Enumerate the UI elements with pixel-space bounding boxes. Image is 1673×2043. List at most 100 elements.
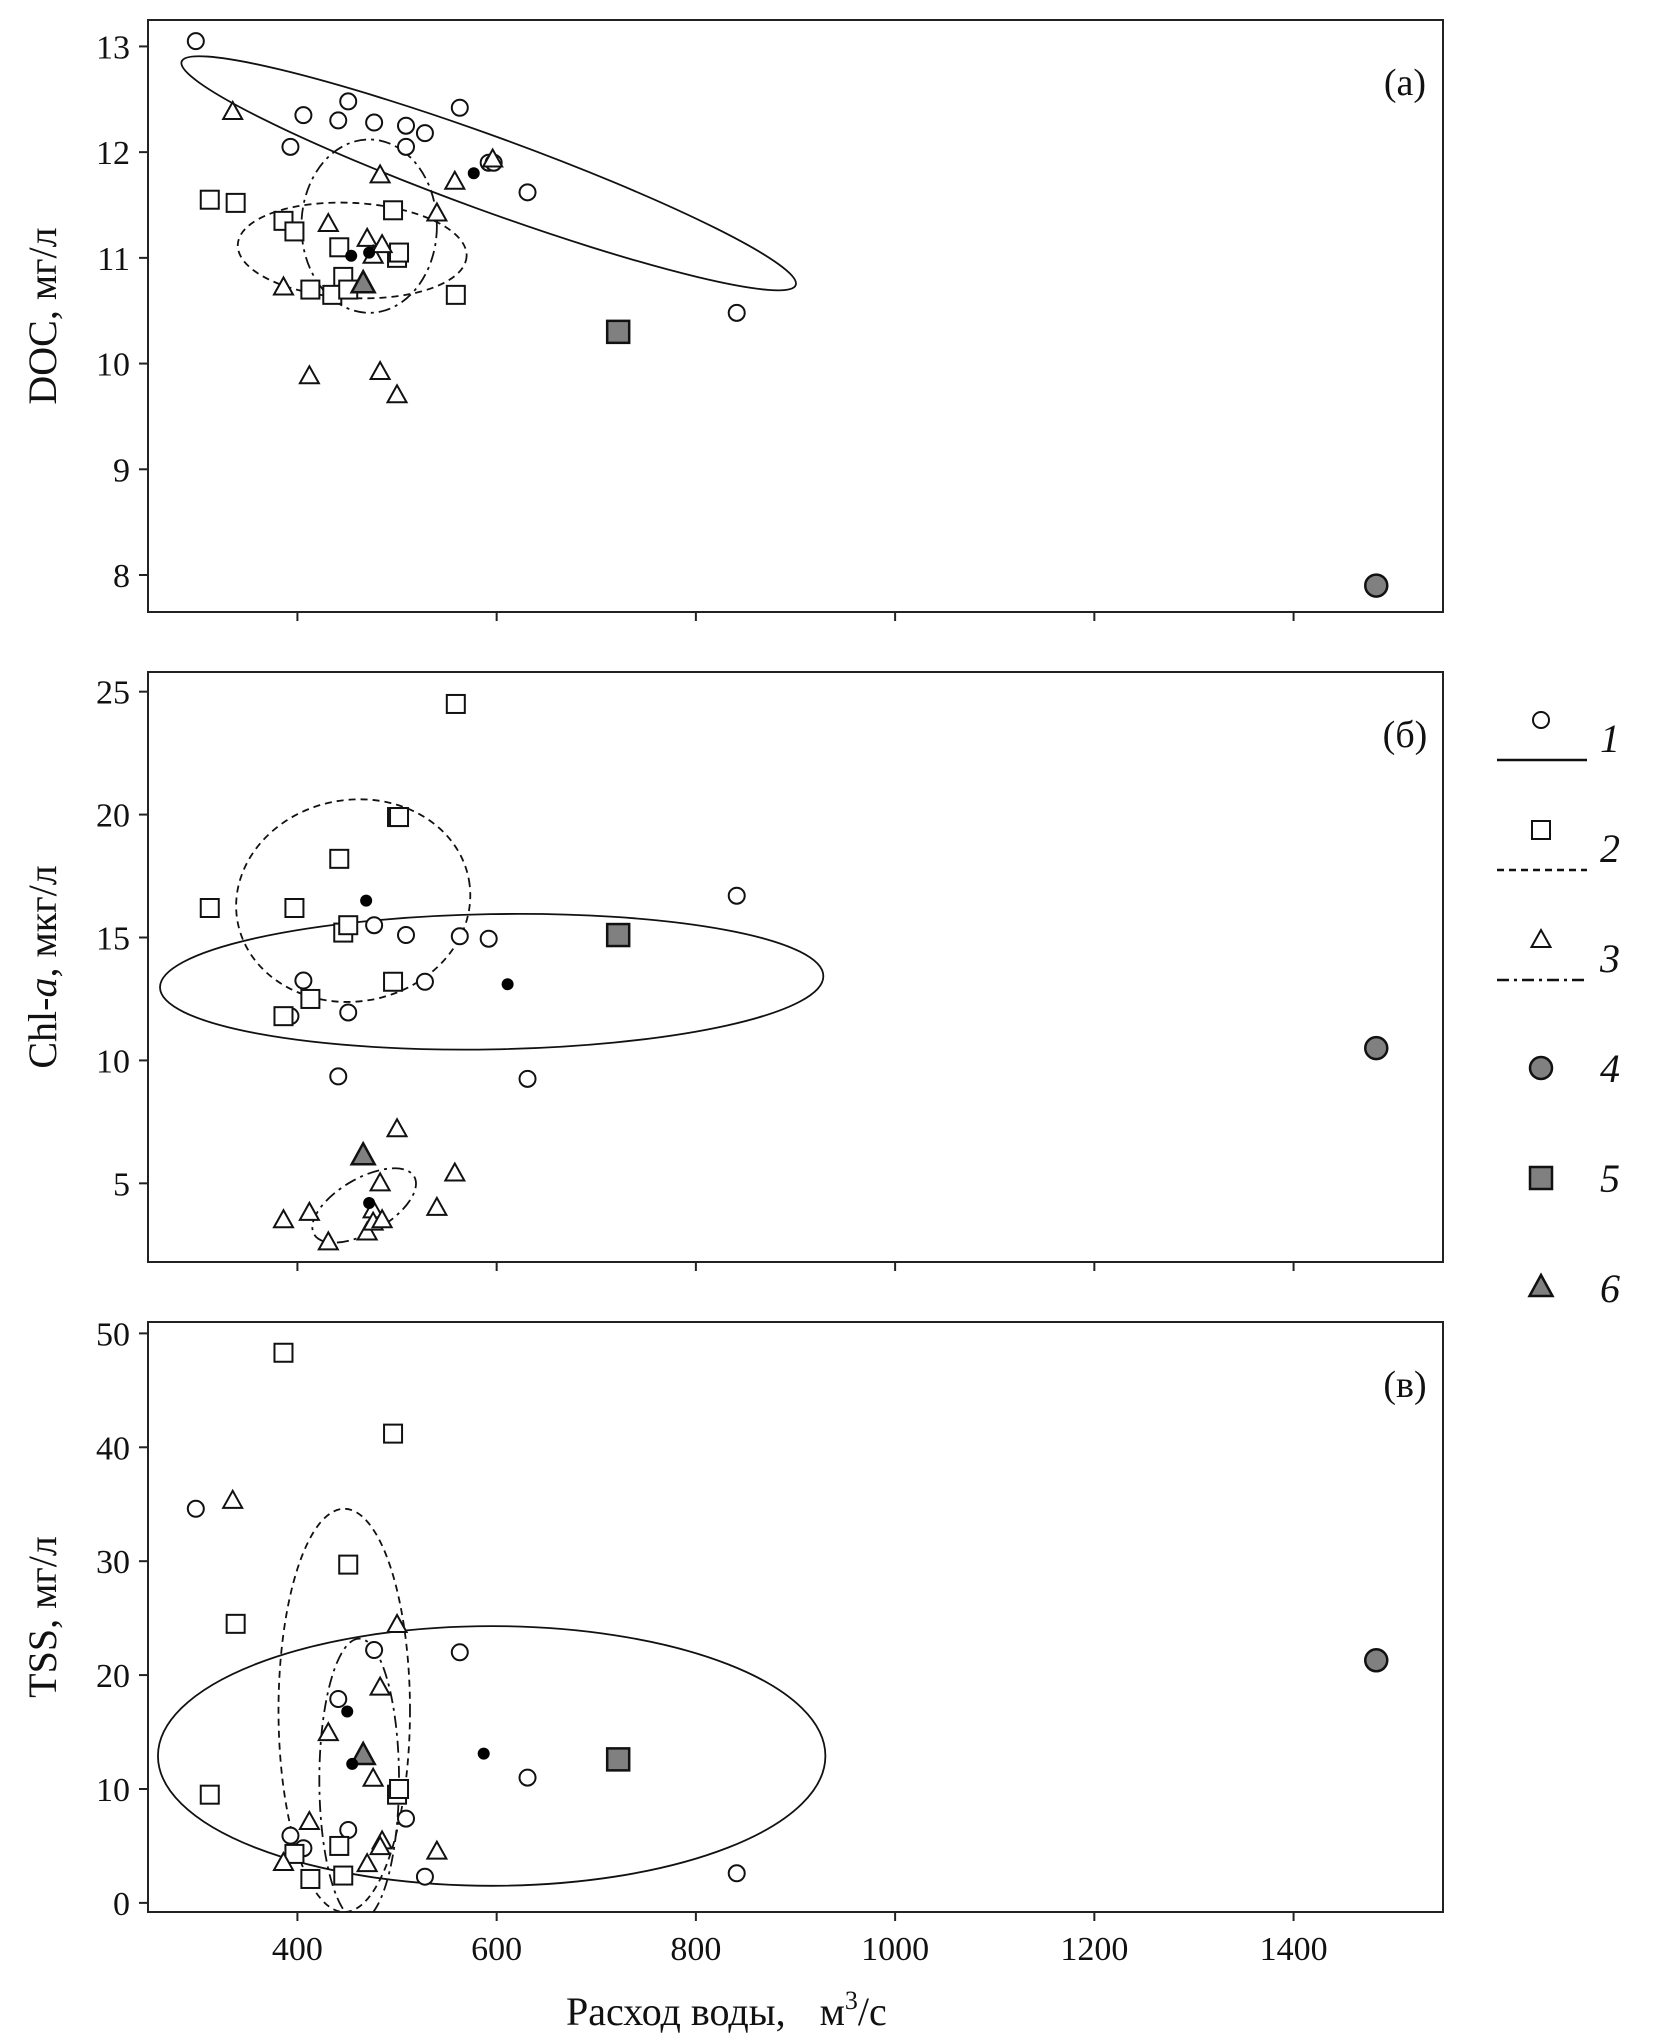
y-tick-label: 20 <box>96 798 130 835</box>
point-triangle <box>1529 927 1553 948</box>
point-square <box>284 898 305 918</box>
y-tick-label: 0 <box>113 1886 130 1923</box>
point-square <box>273 1342 294 1363</box>
point-triangle <box>385 383 409 404</box>
point-square <box>199 898 220 918</box>
point-circle <box>415 972 434 991</box>
point-circle <box>365 1641 384 1660</box>
point-circle <box>518 183 537 202</box>
point-circle <box>518 1768 537 1787</box>
legend: 1 2 3 4 5 6 <box>1497 711 1620 1311</box>
point-circle <box>329 111 348 130</box>
plot-frame <box>147 19 1444 613</box>
mean-point <box>363 246 376 259</box>
chart-panels: 8 9 10 11 12 13 DOC, мг/л (а) 5 10 15 20 25 Chl-a, мк… <box>20 19 1444 1968</box>
point-square <box>389 807 410 828</box>
legend-item-6: 6 <box>1527 1266 1620 1311</box>
y-axis-label: TSS, мг/л <box>20 1536 65 1698</box>
point-circle <box>479 929 498 948</box>
point-triangle <box>443 169 467 190</box>
plot-area <box>159 693 1389 1251</box>
point-circle <box>397 116 416 135</box>
y-tick-label: 5 <box>113 1166 130 1203</box>
point-circle <box>186 32 205 51</box>
point-circle-filled <box>1364 1648 1389 1673</box>
legend-label: 5 <box>1600 1156 1620 1201</box>
point-triangle <box>368 163 392 184</box>
ellipse-series-1 <box>159 913 825 1051</box>
point-triangle <box>443 1161 467 1182</box>
point-triangle <box>298 1809 321 1831</box>
point-circle <box>1532 711 1550 729</box>
point-triangle <box>481 147 504 168</box>
point-triangle <box>368 1171 392 1192</box>
point-triangle <box>368 359 392 381</box>
point-square <box>300 988 321 1009</box>
y-tick-label: 9 <box>113 452 130 489</box>
point-triangle <box>385 1612 409 1633</box>
point-triangle <box>355 1220 379 1241</box>
point-triangle <box>298 1200 321 1221</box>
point-triangle <box>272 1850 295 1872</box>
point-square <box>329 1835 350 1856</box>
point-circle <box>397 1809 416 1828</box>
point-square <box>284 1843 305 1864</box>
point-circle <box>415 1867 434 1886</box>
point-triangle <box>272 1208 295 1229</box>
y-axis-label: DOC, мг/л <box>20 227 65 404</box>
point-triangle-filled <box>349 1140 377 1166</box>
point-square <box>389 1778 410 1799</box>
point-square-filled <box>605 319 631 345</box>
point-triangle <box>317 211 340 233</box>
point-circle <box>329 1690 348 1709</box>
y-tick-label: 10 <box>96 1043 130 1080</box>
point-triangle <box>368 1835 392 1856</box>
panel-label: (а) <box>1384 62 1426 104</box>
point-square-filled <box>605 922 631 948</box>
point-circle <box>281 1826 300 1845</box>
point-circle <box>339 1820 358 1839</box>
point-square <box>329 237 350 258</box>
point-circle <box>518 1069 537 1088</box>
point-square <box>445 693 466 714</box>
point-square <box>338 915 359 936</box>
y-tick-label: 11 <box>97 241 130 278</box>
point-square <box>1531 820 1551 840</box>
ellipse-series-1 <box>157 1625 827 1887</box>
point-square <box>199 1784 220 1805</box>
point-square <box>284 221 305 242</box>
y-tick-label: 13 <box>96 29 130 66</box>
point-circle-filled <box>1364 573 1389 598</box>
plot-frame <box>147 1321 1444 1913</box>
y-tick-label: 40 <box>96 1430 130 1467</box>
point-circle <box>727 886 746 905</box>
plot-frame <box>147 671 1444 1263</box>
point-circle <box>281 137 300 156</box>
x-tick-label: 600 <box>471 1931 522 1968</box>
point-circle <box>450 927 469 946</box>
legend-label: 3 <box>1599 936 1620 981</box>
legend-label: 2 <box>1600 826 1620 871</box>
point-square-filled <box>1528 1165 1554 1191</box>
x-tick-label: 400 <box>272 1931 323 1968</box>
point-triangle <box>370 1208 394 1229</box>
mean-point <box>501 978 514 991</box>
legend-item-2: 2 <box>1497 820 1620 872</box>
point-circle <box>294 106 313 125</box>
point-square <box>300 1868 321 1889</box>
point-square <box>273 1006 294 1027</box>
point-circle <box>339 92 358 111</box>
mean-point <box>363 1197 376 1209</box>
point-triangle <box>425 201 449 222</box>
point-triangle <box>368 1675 392 1696</box>
point-circle <box>329 1067 348 1086</box>
point-square <box>383 971 404 992</box>
point-square <box>199 189 220 210</box>
point-circle <box>186 1499 205 1518</box>
point-square-filled <box>605 1747 631 1772</box>
ellipse-series-2 <box>277 1507 411 1912</box>
legend-item-4: 4 <box>1528 1046 1620 1091</box>
x-axis-title: Расход воды, м3/с <box>566 1986 887 2034</box>
point-square <box>338 1554 359 1575</box>
